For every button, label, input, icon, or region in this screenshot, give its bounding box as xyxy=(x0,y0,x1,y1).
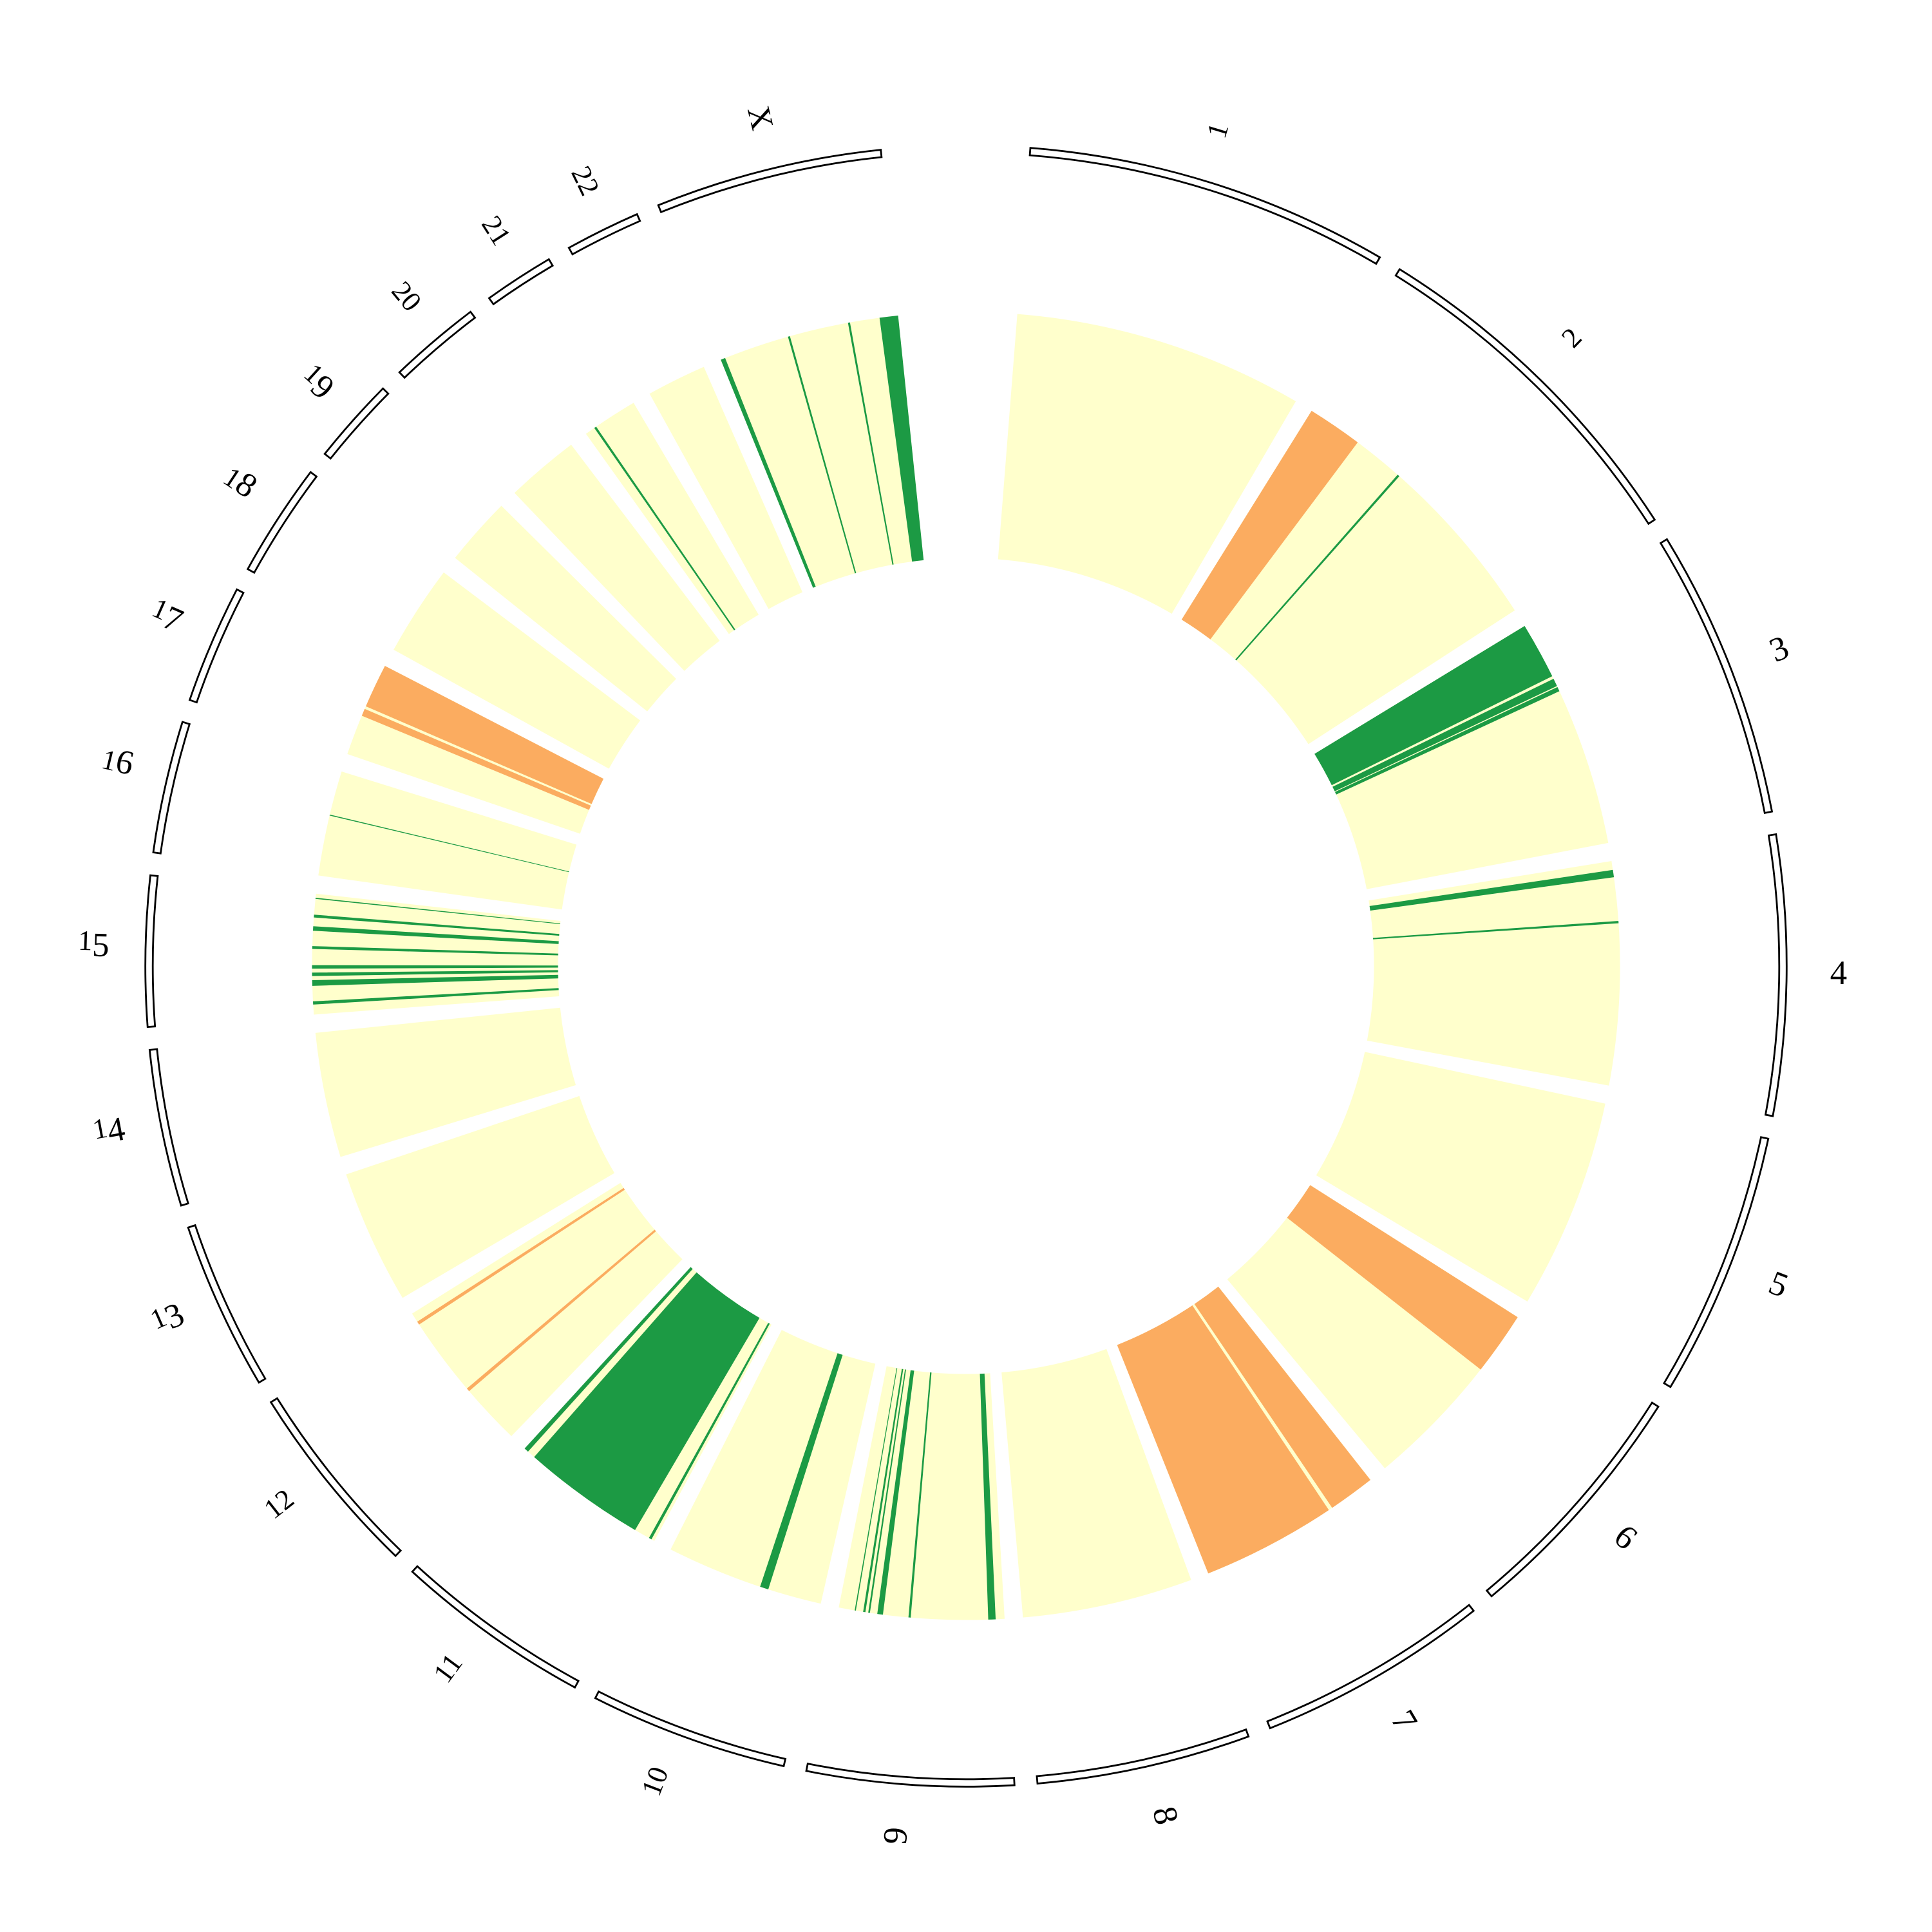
svg-text:20: 20 xyxy=(386,275,428,317)
svg-text:9: 9 xyxy=(876,1826,915,1846)
svg-text:15: 15 xyxy=(77,924,109,964)
svg-text:4: 4 xyxy=(1830,954,1848,992)
svg-text:16: 16 xyxy=(99,739,138,782)
